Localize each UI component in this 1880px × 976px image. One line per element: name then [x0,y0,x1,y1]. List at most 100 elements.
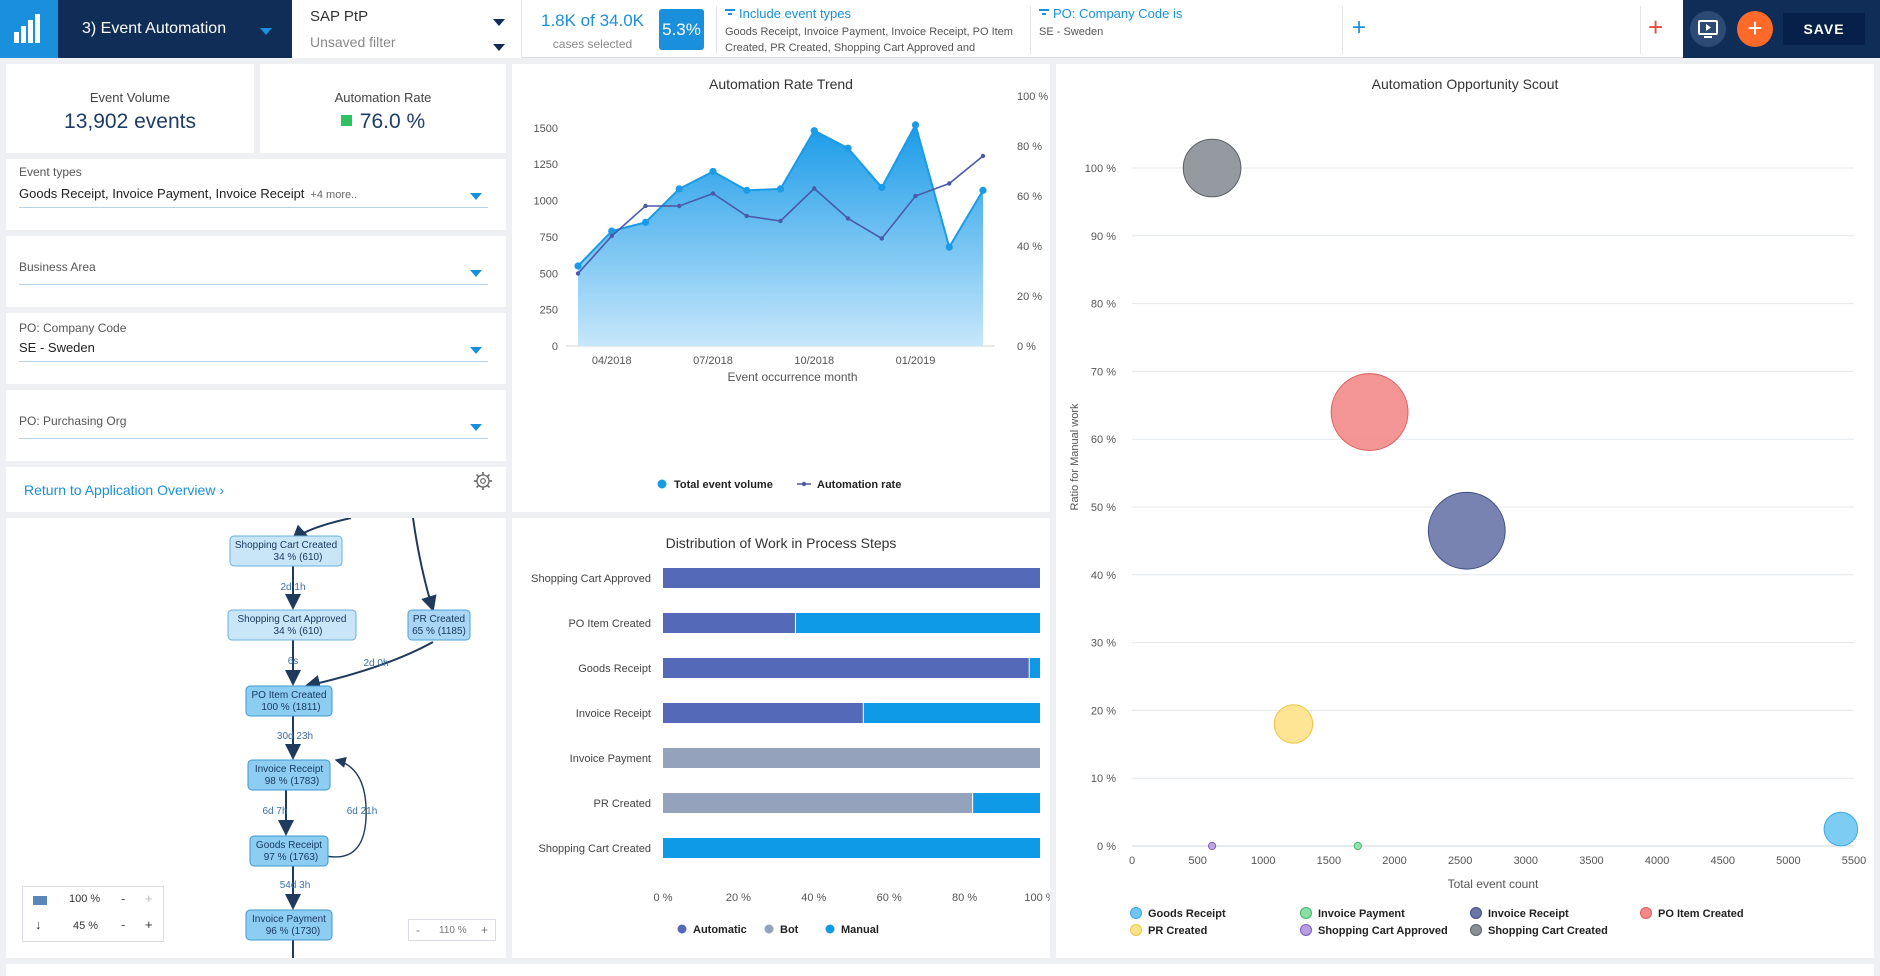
distribution-chart[interactable]: Shopping Cart Approved PO Item Created Goo… [512,518,1050,958]
x-tick-label: 1500 [1317,855,1341,867]
filter-company-code[interactable]: PO: Company Code is SE - Sweden [1030,6,1340,54]
filter-icon [725,9,735,18]
chevron-down-icon[interactable] [470,187,482,205]
decrease-activities-button[interactable]: - [121,891,126,906]
y-tick-label: 50 % [1091,502,1116,514]
node-name: PR Created [413,614,465,625]
process-map-panel[interactable]: 2d 1h 6s 2d 0h 30d 23h 6d 7h 6d 21h 54d … [6,518,506,958]
chevron-down-icon[interactable] [470,264,482,282]
x-tick-label: 5500 [1842,855,1866,867]
filter-title: PO: Company Code is [1053,6,1183,21]
node-name: PO Item Created [251,690,326,701]
process-node[interactable]: Invoice Receipt 98 % (1783) [247,759,331,791]
category-label: PR Created [594,798,651,810]
legend-label: Goods Receipt [1148,908,1226,920]
return-link-label: Return to Application Overview [24,482,216,498]
decrease-paths-button[interactable]: - [121,917,126,932]
node-name: Goods Receipt [256,840,322,851]
legend-label: Bot [780,924,799,936]
process-node[interactable]: Goods Receipt 97 % (1763) [249,835,329,867]
bar-segment [663,568,1040,588]
gear-icon[interactable] [472,470,494,492]
legend-marker [1470,924,1482,936]
process-node[interactable]: Shopping Cart Approved 34 % (610) [227,609,357,641]
y-tick-label: 40 % [1091,570,1116,582]
process-edge[interactable] [412,518,437,612]
dropdown-purchasing-org[interactable]: PO: Purchasing Org [6,390,506,461]
x-tick-label: 2500 [1448,855,1472,867]
datasource-selector[interactable]: SAP PtP Unsaved filter [292,0,522,58]
zoom-in-button[interactable]: + [481,923,489,937]
edge-label: 2d 1h [280,582,305,593]
node-name: Invoice Payment [252,914,326,925]
x-tick-label: 4000 [1645,855,1669,867]
y-tick-label: 1250 [534,159,558,171]
add-component-plus-icon[interactable]: + [1648,12,1664,42]
process-node[interactable]: Invoice Payment 96 % (1730) [245,909,333,941]
dropdown-company-code[interactable]: PO: Company Code SE - Sweden [6,313,506,384]
y-tick-label: 1000 [534,196,558,208]
increase-activities-button[interactable]: + [145,891,153,906]
legend-marker [764,924,774,934]
x-tick-label: 60 % [877,892,902,904]
dropdown-business-area[interactable]: Business Area [6,236,506,307]
dropdown-label: PO: Purchasing Org [19,414,127,428]
app-selector[interactable]: 3) Event Automation [58,0,292,58]
process-node[interactable]: PR Created 65 % (1185) [407,609,471,641]
x-tick-label: 100 % [1024,892,1050,904]
cases-count: 1.8K of 34.0K [540,11,645,30]
presentation-button[interactable] [1690,11,1726,47]
area-total-event-volume [578,124,983,346]
node-stat: 65 % (1185) [412,626,466,637]
filter-event-types[interactable]: Include event types Goods Receipt, Invoi… [716,6,1026,54]
legend-label: Automatic [693,924,747,936]
add-button[interactable]: + [1737,11,1773,47]
legend-marker [677,924,687,934]
dropdown-underline [19,361,488,362]
opportunity-chart[interactable]: 0 % 10 % 20 % 30 % 40 % 50 % 60 % 70 % 80 % 90 % 1… [1056,64,1874,958]
legend-label: Shopping Cart Created [1488,925,1608,937]
cases-percent-badge: 5.3% [659,9,704,50]
node-stat: 98 % (1783) [265,776,319,787]
point-total-event-volume [608,227,616,235]
y-tick-label: 20 % [1091,705,1116,717]
chevron-down-icon[interactable] [470,418,482,436]
process-node[interactable]: PO Item Created 100 % (1811) [245,685,333,717]
return-panel: Return to Application Overview › [6,467,506,512]
x-tick-label: 0 % [654,892,673,904]
app-logo[interactable] [0,0,58,58]
chevron-down-icon[interactable] [470,341,482,359]
y-tick-label: 90 % [1091,231,1116,243]
x-axis-title: Total event count [1448,877,1539,891]
legend-marker [1470,907,1482,919]
bar-segment [663,838,1040,858]
legend-marker [1300,907,1312,919]
chevron-down-icon[interactable] [493,38,505,56]
edge-label: 6d 7h [262,806,287,817]
process-node[interactable]: Shopping Cart Created 34 % (610) [229,535,343,567]
process-edge[interactable] [325,756,367,858]
edge-label: 6s [288,656,299,667]
activity-slider-value: 100 % [69,893,101,905]
bubble-po-item-created [1330,373,1409,451]
process-map[interactable]: 2d 1h 6s 2d 0h 30d 23h 6d 7h 6d 21h 54d … [6,518,506,958]
point-automation-rate [980,153,986,159]
zoom-out-button[interactable]: - [416,923,420,937]
bar-segment [663,658,1029,678]
trend-chart[interactable]: 0 250 500 750 1000 1250 1500 0 % 20 % 40 % 60 % 80 … [512,64,1050,512]
increase-paths-button[interactable]: + [145,917,153,932]
chevron-down-icon[interactable] [493,13,505,31]
legend-label: Manual [841,924,879,936]
add-filter-plus-icon[interactable]: + [1352,14,1367,41]
x-tick-label: 0 [1129,855,1135,867]
kpi-label: Automation Rate [334,90,432,105]
save-button[interactable]: SAVE [1783,13,1865,45]
y-tick-label: 30 % [1091,638,1116,650]
return-link[interactable]: Return to Application Overview › [24,482,224,498]
process-edge[interactable] [304,641,434,691]
x-tick-label: 2000 [1382,855,1406,867]
dropdown-event-types[interactable]: Event types Goods Receipt, Invoice Payme… [6,159,506,230]
dropdown-more[interactable]: +4 more.. [310,189,358,201]
bubble-invoice-receipt [1427,491,1506,570]
y-tick-label: 0 % [1097,841,1116,853]
